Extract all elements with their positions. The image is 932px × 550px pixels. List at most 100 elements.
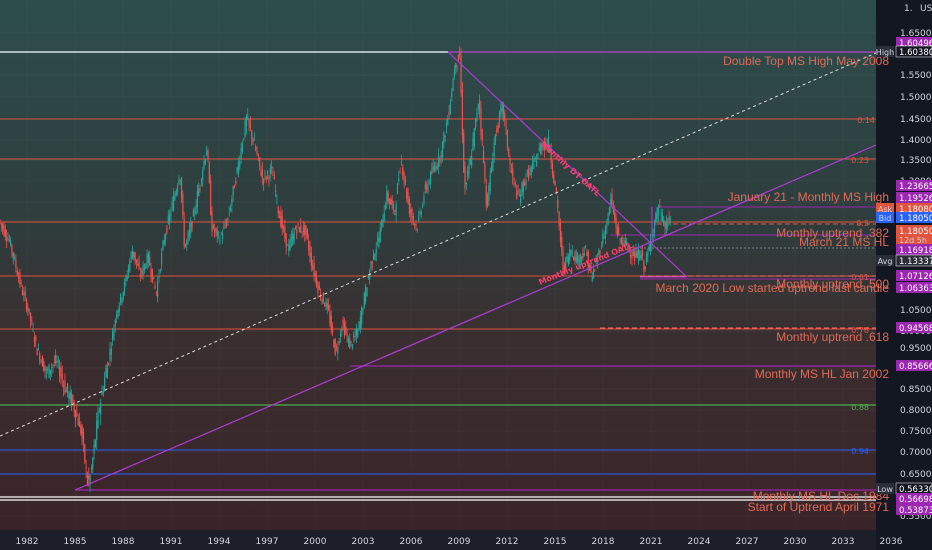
candle-down bbox=[3, 226, 5, 236]
candle-down bbox=[345, 326, 347, 334]
candle-down bbox=[631, 255, 633, 259]
candle-down bbox=[294, 228, 297, 230]
price-tag-value: 1.18050 bbox=[899, 214, 932, 224]
candle-up bbox=[456, 65, 458, 67]
annotation-label: January 21 - Monthly MS High bbox=[728, 190, 889, 204]
candle-up bbox=[602, 234, 604, 244]
candle-up bbox=[194, 211, 196, 213]
candle-up bbox=[432, 166, 434, 171]
candle-down bbox=[281, 216, 283, 229]
candle-down bbox=[587, 251, 589, 269]
candle-down bbox=[549, 145, 551, 153]
candle-down bbox=[612, 208, 615, 213]
candle-down bbox=[558, 212, 560, 227]
price-tag-value: 1.18080 bbox=[899, 205, 932, 215]
candle-down bbox=[81, 426, 83, 439]
candle-down bbox=[261, 169, 263, 179]
candle-down bbox=[410, 209, 412, 214]
candle-down bbox=[20, 283, 22, 284]
candle-down bbox=[373, 254, 375, 259]
candle-up bbox=[378, 237, 380, 248]
candle-down bbox=[280, 211, 282, 227]
candle-up bbox=[298, 227, 301, 233]
time-axis-tick: 1991 bbox=[160, 537, 183, 547]
candle-up bbox=[520, 194, 522, 204]
candle-up bbox=[98, 409, 100, 411]
candle-up bbox=[468, 164, 470, 175]
candle-up bbox=[339, 334, 342, 337]
time-axis-tick: 1985 bbox=[64, 537, 87, 547]
candle-up bbox=[521, 182, 523, 196]
candle-down bbox=[582, 252, 584, 259]
candle-up bbox=[188, 229, 191, 236]
candle-up bbox=[652, 234, 654, 237]
price-tag-bg bbox=[896, 212, 932, 223]
candle-down bbox=[636, 251, 638, 258]
candle-down bbox=[318, 286, 320, 290]
candle-down bbox=[33, 337, 36, 343]
candle-up bbox=[219, 239, 221, 243]
candle-up bbox=[476, 113, 478, 119]
candle-up bbox=[49, 369, 51, 374]
candle-up bbox=[243, 138, 245, 140]
candle-up bbox=[400, 161, 403, 164]
candle-up bbox=[326, 302, 328, 309]
candle-down bbox=[0, 223, 2, 226]
candle-down bbox=[562, 251, 564, 271]
candle-up bbox=[247, 115, 249, 120]
candle-down bbox=[573, 256, 575, 260]
candle-up bbox=[223, 226, 225, 229]
price-tag-bg bbox=[896, 192, 932, 203]
candle-up bbox=[146, 254, 148, 269]
candle-up bbox=[490, 166, 493, 173]
candle-up bbox=[437, 153, 440, 167]
candle-up bbox=[245, 116, 248, 127]
candle-up bbox=[168, 214, 171, 224]
annotation-label: Monthly MS HL Jan 2002 bbox=[755, 367, 890, 381]
candle-down bbox=[273, 176, 275, 180]
price-axis-top-tick: 1. bbox=[904, 4, 913, 14]
price-tag-bid: Bid 1.18050 bbox=[876, 212, 932, 224]
candle-up bbox=[237, 161, 240, 174]
candle-down bbox=[584, 245, 587, 247]
price-tag-label: Ask bbox=[878, 205, 893, 214]
candle-up bbox=[218, 232, 220, 234]
annotation-label: March 21 MS HL bbox=[799, 235, 889, 249]
candle-down bbox=[134, 252, 136, 262]
candle-down bbox=[297, 223, 299, 225]
candle-up bbox=[545, 143, 547, 147]
candle-up bbox=[498, 112, 501, 122]
candle-down bbox=[268, 176, 270, 180]
candle-down bbox=[399, 170, 401, 172]
candle-down bbox=[61, 374, 63, 380]
candle-down bbox=[296, 229, 298, 234]
candle-down bbox=[402, 167, 404, 176]
candle-down bbox=[265, 177, 267, 180]
candle-down bbox=[403, 172, 405, 181]
candle-down bbox=[322, 292, 324, 303]
candle-up bbox=[522, 180, 524, 193]
fib-label: 0.76 bbox=[851, 326, 869, 335]
candle-down bbox=[630, 254, 632, 257]
fib-label: 0.5 bbox=[856, 219, 869, 228]
candle-down bbox=[36, 348, 38, 356]
candle-up bbox=[669, 218, 671, 220]
candle-up bbox=[475, 118, 477, 128]
candle-up bbox=[653, 223, 656, 233]
downtrend-oatl-line bbox=[447, 51, 688, 278]
candle-down bbox=[387, 193, 389, 202]
candle-up bbox=[396, 183, 399, 195]
time-axis-tick: 1982 bbox=[16, 537, 39, 547]
candle-up bbox=[231, 199, 233, 206]
candle-up bbox=[608, 207, 611, 214]
price-tag-label-bg bbox=[876, 46, 894, 57]
price-axis-tick: 1.35000 bbox=[900, 156, 932, 166]
candle-down bbox=[618, 227, 620, 236]
candle-down bbox=[274, 190, 277, 193]
candle-up bbox=[302, 226, 304, 233]
candle-down bbox=[11, 244, 13, 253]
candle-down bbox=[334, 338, 336, 355]
candle-up bbox=[106, 364, 108, 379]
